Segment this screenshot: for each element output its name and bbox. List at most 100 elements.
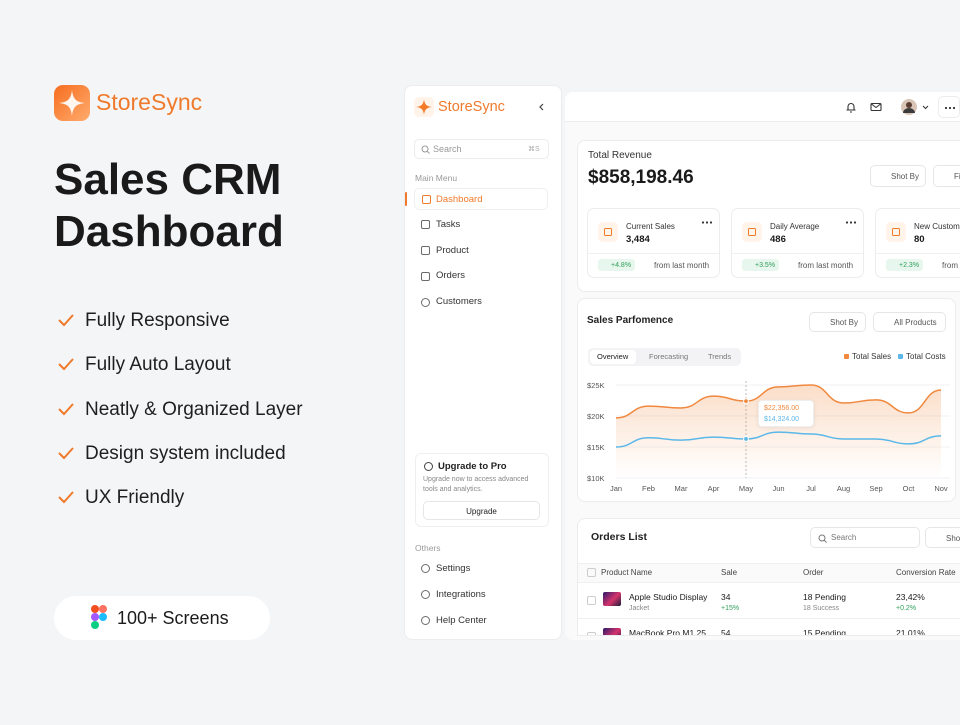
change-badge: +2.3% <box>886 259 924 271</box>
hover-dot <box>743 436 749 442</box>
menu-item-active[interactable]: Dashboard <box>414 188 548 210</box>
column-header: Order <box>803 568 824 577</box>
avatar[interactable] <box>900 98 930 116</box>
product-name: MacBook Pro M1 25 <box>629 628 707 636</box>
sale: 34 <box>721 592 731 602</box>
collapse-button[interactable] <box>538 102 546 112</box>
section-label: Others <box>415 543 441 553</box>
chart-title: Sales Parfomence <box>587 315 674 326</box>
revenue-label: Total Revenue <box>588 150 652 161</box>
sale: 54 <box>721 628 731 636</box>
x-tick-label: Oct <box>903 484 916 493</box>
chart: $10K $15K $20K $25K Jan Feb Mar Apr May Jun Jul Aug… <box>587 381 950 493</box>
shortcut: ⌘S <box>528 146 540 153</box>
stat-icon-glyph <box>892 228 900 236</box>
stat-card: Daily Average 486 +3.5% from last month <box>731 208 864 278</box>
menu-icon <box>421 246 430 255</box>
order-status: 15 Pending <box>803 628 847 636</box>
change-note: from last month <box>942 261 960 270</box>
x-tick-label: May <box>739 484 753 493</box>
menu-item[interactable]: Integrations <box>436 589 486 600</box>
menu-item[interactable]: Tasks <box>436 219 461 230</box>
divider <box>876 253 960 254</box>
check-icon <box>58 314 74 327</box>
tooltip-value: $22,356.00 <box>764 405 800 412</box>
x-tick-label: Feb <box>642 484 655 493</box>
divider <box>588 253 719 254</box>
filter-button[interactable]: All Products <box>873 312 946 332</box>
feature: Fully Auto Layout <box>85 354 231 375</box>
brand: StoreSync <box>438 99 505 115</box>
logo-icon <box>54 85 90 121</box>
screens-badge: 100+ Screens <box>54 596 270 640</box>
orders-card: Orders List Search Shot By Product Name S… <box>577 518 960 636</box>
search-box[interactable]: Search ⌘S <box>414 139 549 159</box>
divider <box>732 253 863 254</box>
sort-icon <box>743 567 750 575</box>
upgrade-button[interactable]: Upgrade <box>423 501 540 520</box>
upgrade-icon <box>424 462 433 471</box>
table-header <box>578 563 960 583</box>
x-tick-label: Mar <box>675 484 688 493</box>
search-placeholder: Search <box>433 144 462 154</box>
menu-item[interactable]: Product <box>436 245 469 256</box>
check-icon <box>58 447 74 460</box>
conversion: 23,42% <box>896 592 925 602</box>
feature: UX Friendly <box>85 487 185 508</box>
sort-button[interactable]: Shot By <box>870 165 926 187</box>
checkbox <box>587 568 596 577</box>
sort-icon <box>666 567 673 575</box>
conversion-change: +0.2% <box>896 605 917 612</box>
tab-bar: Overview Forecasting Trends <box>588 348 741 366</box>
product-image <box>603 592 621 606</box>
menu-item[interactable]: Orders <box>436 270 466 281</box>
stat-icon-glyph <box>748 228 756 236</box>
legend-label: Total Costs <box>906 352 946 361</box>
revenue-value: $858,198.46 <box>588 167 694 188</box>
menu-icon <box>421 298 430 307</box>
x-tick-label: Apr <box>708 484 720 493</box>
more-dots[interactable] <box>845 221 857 224</box>
column-header: Sale <box>721 568 738 577</box>
product-name: Apple Studio Display <box>629 592 708 602</box>
tab[interactable]: Trends <box>708 352 732 361</box>
menu-item[interactable]: Settings <box>436 563 471 574</box>
menu-label: Dashboard <box>436 194 483 205</box>
column-header: Product Name <box>601 568 653 577</box>
more-button[interactable] <box>938 96 960 118</box>
menu-icon <box>421 220 430 229</box>
stat-value: 3,484 <box>626 234 650 245</box>
top-bar <box>565 92 960 122</box>
change-badge: +3.5% <box>742 259 780 271</box>
logo-icon <box>414 97 434 117</box>
tab[interactable]: Forecasting <box>649 352 689 361</box>
stat-icon <box>742 222 762 242</box>
menu-icon <box>421 272 430 281</box>
tab[interactable]: Overview <box>597 352 629 361</box>
product-category: Jacket <box>629 605 650 612</box>
more-dots[interactable] <box>701 221 713 224</box>
feature: Neatly & Organized Layer <box>85 399 303 420</box>
tooltip: $22,356.00 $14,324.00 <box>758 400 814 427</box>
bell-icon[interactable] <box>845 101 857 113</box>
menu-item[interactable]: Help Center <box>436 615 487 626</box>
y-tick-label: $15K <box>587 443 605 452</box>
tooltip-value: $14,324.00 <box>764 416 800 423</box>
sort-button[interactable]: Shot By <box>809 312 866 332</box>
checkbox[interactable] <box>587 596 596 605</box>
orders-title: Orders List <box>591 531 648 543</box>
y-tick-label: $25K <box>587 381 605 390</box>
sort-button[interactable]: Shot By <box>925 527 960 548</box>
line <box>615 384 942 419</box>
mail-icon[interactable] <box>870 101 882 113</box>
filter-button[interactable]: Filter <box>933 165 960 187</box>
search-box[interactable]: Search <box>810 527 920 548</box>
menu-icon <box>421 616 430 625</box>
stat-label: Daily Average <box>770 222 820 231</box>
menu-item[interactable]: Customers <box>436 296 482 307</box>
checkbox[interactable] <box>587 632 596 635</box>
x-tick-label: Nov <box>934 484 948 493</box>
check-icon <box>58 491 74 504</box>
badge-text: 100+ Screens <box>117 608 229 628</box>
